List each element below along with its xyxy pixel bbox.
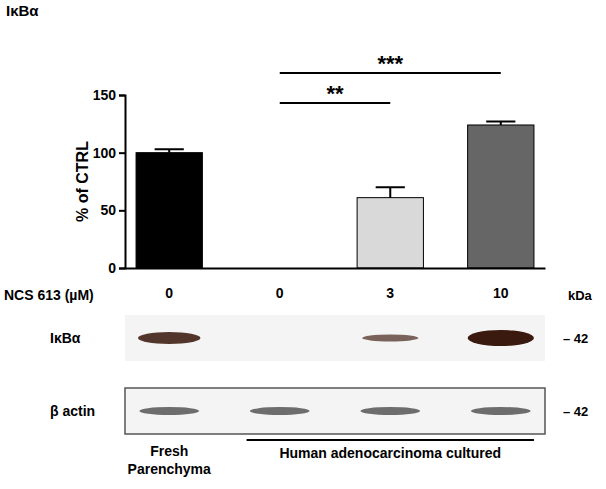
significance-label: **: [326, 81, 344, 106]
y-axis-label: % of CTRL: [74, 141, 91, 222]
group-label: Parenchyma: [128, 461, 211, 477]
x-axis-label: NCS 613 (µM): [4, 287, 94, 303]
x-tick: 0: [276, 268, 284, 301]
y-tick-label: 150: [93, 87, 117, 103]
y-tick-label: 50: [100, 202, 116, 218]
blot-band: [138, 332, 200, 344]
blot-row-label: IκBα: [50, 330, 81, 346]
x-axis-line: [126, 268, 546, 270]
group-bracket: [247, 439, 534, 441]
blot-band: [471, 407, 531, 415]
y-tick-label: 100: [93, 145, 117, 161]
y-tick-mark: [119, 95, 125, 97]
error-bar: [486, 122, 515, 125]
blot-band: [360, 407, 420, 415]
y-tick-mark: [119, 210, 125, 212]
bar: [468, 125, 534, 268]
error-bar: [376, 187, 405, 197]
blot-band: [250, 407, 310, 415]
blot-marker: – 42: [563, 331, 588, 346]
x-tick: 0: [165, 268, 173, 301]
y-tick: 50: [100, 202, 125, 218]
title: IκBα: [6, 2, 39, 19]
x-tick-label: 0: [276, 285, 284, 301]
blot-band: [139, 407, 199, 415]
chart: IκBα % of CTRL 0 50 100 150 0 0 3 10 NCS 613 (µM) *…: [0, 0, 606, 489]
y-tick-mark: [119, 268, 125, 270]
x-tick-label: 10: [493, 285, 509, 301]
y-tick: 0: [108, 260, 125, 276]
group-label: Fresh: [150, 443, 188, 459]
y-tick: 100: [93, 145, 125, 161]
blot-band: [362, 335, 418, 342]
x-axis: 0 0 3 10: [126, 268, 546, 301]
blot-row-label: β actin: [50, 403, 95, 419]
plot-area: [136, 122, 534, 268]
y-tick: 150: [93, 87, 125, 103]
blot-marker: – 42: [563, 404, 588, 419]
x-tick: 10: [493, 268, 509, 301]
y-tick-mark: [119, 152, 125, 154]
blot-frame: [125, 315, 545, 361]
y-axis: 0 50 100 150: [93, 87, 126, 276]
error-bar: [155, 149, 184, 152]
significance-label: ***: [377, 51, 403, 76]
blot-unit: kDa: [568, 288, 593, 303]
y-axis-line: [119, 96, 126, 269]
x-tick-label: 3: [386, 285, 394, 301]
blot-band: [468, 330, 534, 346]
bar: [136, 153, 202, 268]
x-tick: 3: [386, 268, 394, 301]
group-label: Human adenocarcinoma cultured: [279, 445, 501, 461]
bar: [357, 198, 423, 268]
blot-frame: [125, 388, 545, 434]
y-tick-label: 0: [108, 260, 116, 276]
x-tick-label: 0: [165, 285, 173, 301]
